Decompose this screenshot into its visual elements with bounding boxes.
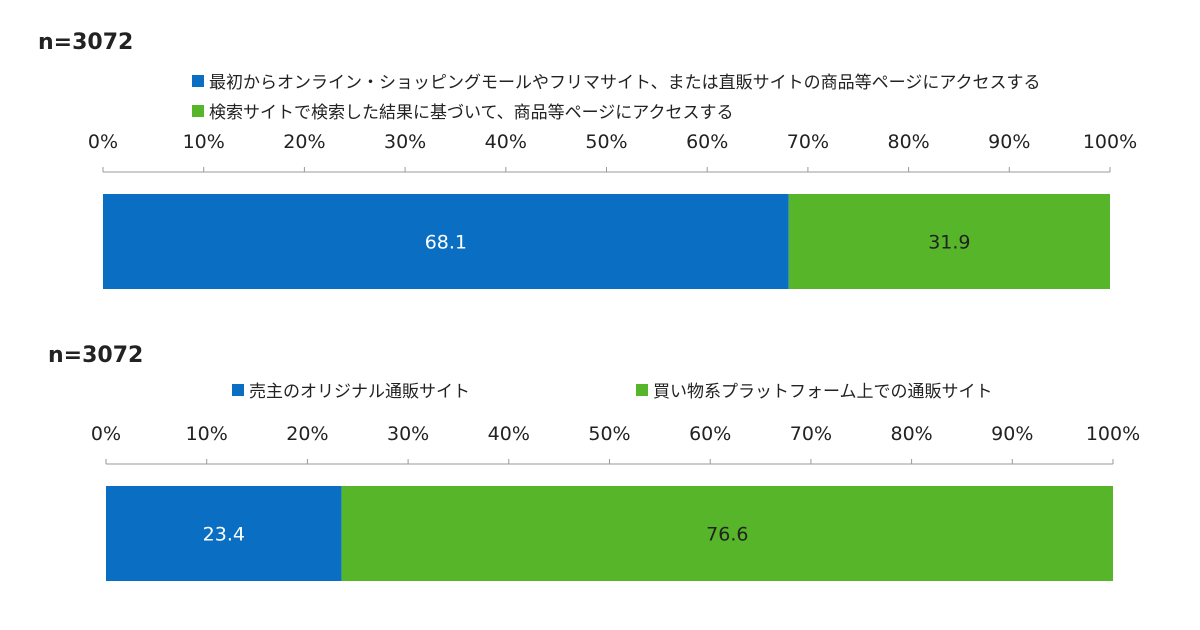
legend-swatch-green xyxy=(192,104,204,117)
bar-data-label: 76.6 xyxy=(706,524,748,546)
legend-label: 最初からオンライン・ショッピングモールやフリマサイト、または直販サイトの商品等ペ… xyxy=(209,73,1041,93)
bar-segment-series-1 xyxy=(103,194,789,289)
x-tick-label: 80% xyxy=(887,131,930,153)
legend-item-series-2: 買い物系プラットフォーム上での通販サイト xyxy=(636,377,993,402)
x-tick-label: 10% xyxy=(182,131,225,153)
bar-segment-series-1 xyxy=(106,486,342,581)
legend-swatch-blue xyxy=(232,383,244,396)
x-tick-label: 0% xyxy=(87,131,119,153)
bar-segment-series-2 xyxy=(788,194,1110,289)
x-tick-label: 40% xyxy=(484,131,527,153)
x-tick-label: 20% xyxy=(286,423,329,445)
legend-label: 買い物系プラットフォーム上での通販サイト xyxy=(653,382,993,402)
x-tick-label: 90% xyxy=(991,423,1034,445)
legend-label: 売主のオリジナル通販サイト xyxy=(249,382,470,402)
x-tick-label: 60% xyxy=(689,423,732,445)
x-tick-label: 50% xyxy=(585,131,628,153)
x-tick-label: 50% xyxy=(588,423,631,445)
x-tick-label: 70% xyxy=(786,131,830,153)
sample-size-label: n=3072 xyxy=(38,30,134,55)
x-tick-label: 10% xyxy=(185,423,228,445)
chart-panel-2: n=3072 売主のオリジナル通販サイト 買い物系プラットフォーム上での通販サイ… xyxy=(0,315,1200,630)
legend-swatch-green xyxy=(636,383,648,396)
x-tick-label: 30% xyxy=(386,423,430,445)
legend-item-series-1: 売主のオリジナル通販サイト xyxy=(232,377,470,402)
stacked-bar-chart: 23.4 76.6 xyxy=(105,459,1114,581)
x-tick-label: 100% xyxy=(1085,423,1141,445)
bar-data-label: 23.4 xyxy=(203,524,245,546)
x-tick-label: 70% xyxy=(789,423,833,445)
x-tick-label: 80% xyxy=(890,423,933,445)
x-tick-label: 40% xyxy=(487,423,530,445)
chart-panel-1: n=3072 最初からオンライン・ショッピングモールやフリマサイト、または直販サ… xyxy=(38,30,1138,289)
bar-segment-series-2 xyxy=(341,486,1113,581)
x-tick-label: 90% xyxy=(988,131,1031,153)
bar-data-label: 68.1 xyxy=(425,232,467,254)
bar-data-label: 31.9 xyxy=(928,232,970,254)
legend-item-series-1: 最初からオンライン・ショッピングモールやフリマサイト、または直販サイトの商品等ペ… xyxy=(192,68,1040,93)
x-tick-label: 0% xyxy=(90,423,122,445)
legend-label: 検索サイトで検索した結果に基づいて、商品等ページにアクセスする xyxy=(209,103,734,123)
legend-swatch-blue xyxy=(192,74,204,87)
legend-item-series-2: 検索サイトで検索した結果に基づいて、商品等ページにアクセスする xyxy=(192,98,733,123)
sample-size-label: n=3072 xyxy=(48,343,144,368)
x-tick-label: 20% xyxy=(283,131,326,153)
x-tick-label: 60% xyxy=(686,131,729,153)
stacked-bar-chart: 68.1 31.9 xyxy=(102,167,1111,289)
x-tick-label: 30% xyxy=(383,131,427,153)
x-tick-label: 100% xyxy=(1082,131,1138,153)
